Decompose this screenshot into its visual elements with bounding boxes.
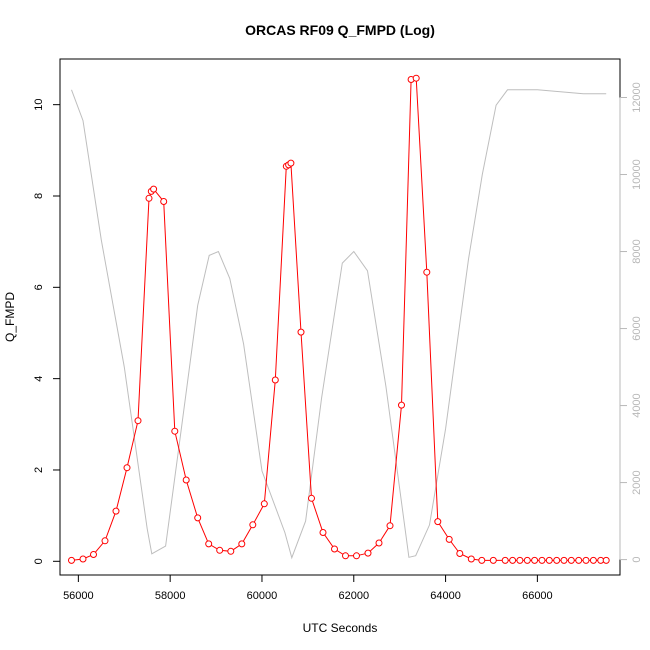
data-point — [467, 555, 475, 563]
data-point — [271, 376, 279, 384]
series-line — [71, 77, 607, 561]
data-point — [342, 552, 349, 560]
x-tick-label: 66000 — [522, 590, 553, 602]
data-point — [456, 550, 464, 557]
data-point — [171, 427, 179, 435]
x-tick-label: 60000 — [247, 590, 278, 602]
data-point — [216, 546, 224, 554]
data-point — [398, 401, 405, 409]
data-point — [567, 556, 575, 564]
data-point — [386, 522, 394, 530]
y2-tick-label: 0 — [631, 557, 643, 563]
data-point — [445, 535, 453, 543]
data-point — [319, 529, 327, 536]
data-point — [516, 556, 524, 564]
data-point — [478, 556, 486, 564]
data-point — [531, 556, 539, 564]
data-point — [489, 556, 497, 564]
x-axis-label: UTC Seconds — [303, 621, 378, 635]
data-point — [434, 518, 442, 526]
data-point — [287, 159, 295, 167]
data-point — [227, 547, 235, 555]
altitude-polyline — [71, 89, 607, 560]
y-tick-label: 10 — [33, 99, 45, 111]
y-tick-label: 0 — [33, 558, 45, 564]
data-point — [297, 328, 305, 336]
y2-tick-label: 2000 — [631, 470, 643, 494]
y2-tick-label: 6000 — [631, 316, 643, 340]
data-point — [501, 556, 509, 564]
data-point — [412, 74, 420, 82]
data-point — [238, 540, 246, 548]
data-point — [545, 556, 553, 564]
data-point — [308, 494, 315, 502]
y-tick-label: 4 — [33, 376, 45, 382]
data-point — [249, 521, 257, 529]
y2-axis: 0 2000 4000 6000 8000 10000 12000 — [619, 82, 643, 563]
data-point — [538, 556, 546, 564]
data-point — [145, 194, 153, 202]
data-point — [353, 552, 360, 560]
x-tick-label: 58000 — [155, 590, 186, 602]
data-point — [560, 556, 568, 564]
y-tick-label: 8 — [33, 193, 45, 199]
data-point — [194, 514, 202, 522]
data-point — [331, 545, 338, 553]
data-point — [150, 185, 158, 193]
y2-tick-label: 12000 — [631, 82, 643, 113]
data-point — [375, 539, 383, 547]
y-tick-label: 2 — [33, 467, 45, 473]
data-point — [423, 268, 431, 276]
y-axis-label: Q_FMPD — [3, 292, 17, 342]
data-point — [101, 537, 109, 545]
plot-frame — [59, 58, 621, 576]
y2-tick-label: 10000 — [631, 159, 643, 190]
data-point — [205, 540, 213, 548]
data-point — [589, 556, 597, 564]
data-point — [112, 507, 120, 515]
altitude-line — [71, 89, 607, 560]
data-point — [123, 464, 131, 472]
data-point — [182, 476, 190, 484]
y2-tick-label: 4000 — [631, 393, 643, 417]
data-point — [260, 500, 268, 508]
data-point — [602, 556, 610, 564]
y2-tick-label: 8000 — [631, 239, 643, 263]
data-point — [553, 556, 561, 564]
data-point — [509, 556, 517, 564]
data-point — [68, 556, 75, 564]
y-axis: 0 2 4 6 8 10 — [33, 99, 61, 564]
data-points — [68, 74, 610, 564]
data-point — [523, 556, 531, 564]
data-point — [160, 198, 168, 205]
series-polyline — [71, 77, 607, 561]
x-tick-label: 62000 — [338, 590, 369, 602]
data-point — [364, 549, 372, 557]
data-point — [134, 417, 142, 425]
data-point — [575, 556, 583, 564]
chart-title: ORCAS RF09 Q_FMPD (Log) — [245, 22, 435, 38]
y-tick-label: 6 — [33, 284, 45, 290]
data-point — [582, 556, 590, 564]
data-point — [90, 551, 97, 558]
x-tick-label: 64000 — [430, 590, 461, 602]
x-axis: 56000 58000 60000 62000 64000 66000 — [63, 574, 553, 602]
x-tick-label: 56000 — [63, 590, 94, 602]
data-point — [79, 555, 87, 563]
